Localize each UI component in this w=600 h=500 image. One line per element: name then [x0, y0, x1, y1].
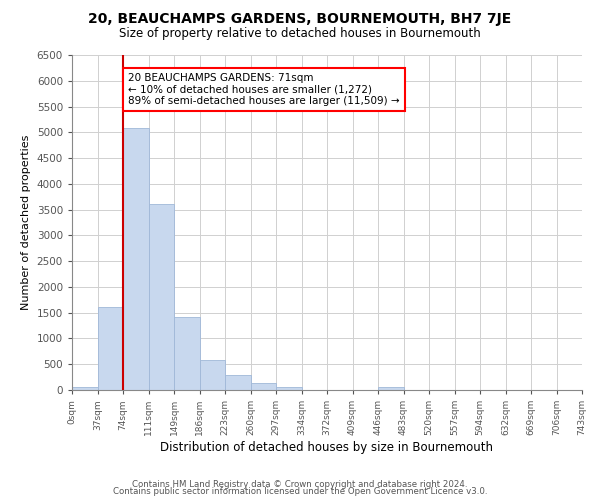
Bar	[123, 128, 149, 390]
Bar	[72, 388, 97, 390]
Bar	[149, 204, 174, 390]
Bar	[276, 387, 302, 390]
Text: Contains HM Land Registry data © Crown copyright and database right 2024.: Contains HM Land Registry data © Crown c…	[132, 480, 468, 489]
Text: 20, BEAUCHAMPS GARDENS, BOURNEMOUTH, BH7 7JE: 20, BEAUCHAMPS GARDENS, BOURNEMOUTH, BH7…	[88, 12, 512, 26]
Text: Size of property relative to detached houses in Bournemouth: Size of property relative to detached ho…	[119, 28, 481, 40]
Text: Contains public sector information licensed under the Open Government Licence v3: Contains public sector information licen…	[113, 487, 487, 496]
Bar	[378, 388, 404, 390]
Y-axis label: Number of detached properties: Number of detached properties	[21, 135, 31, 310]
Bar	[251, 382, 276, 390]
X-axis label: Distribution of detached houses by size in Bournemouth: Distribution of detached houses by size …	[161, 441, 493, 454]
Bar	[174, 317, 199, 390]
Bar	[199, 360, 225, 390]
Text: 20 BEAUCHAMPS GARDENS: 71sqm
← 10% of detached houses are smaller (1,272)
89% of: 20 BEAUCHAMPS GARDENS: 71sqm ← 10% of de…	[128, 73, 400, 106]
Bar	[97, 306, 123, 390]
Bar	[225, 374, 251, 390]
